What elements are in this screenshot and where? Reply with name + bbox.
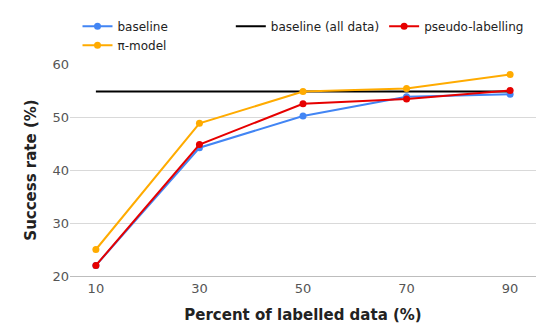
svg-text:20: 20 — [52, 269, 69, 284]
svg-text:baseline: baseline — [118, 20, 168, 34]
svg-text:50: 50 — [52, 110, 69, 125]
svg-text:40: 40 — [52, 163, 69, 178]
svg-text:baseline (all data): baseline (all data) — [271, 20, 379, 34]
svg-text:Percent of labelled data (%): Percent of labelled data (%) — [184, 306, 421, 324]
svg-text:70: 70 — [398, 281, 415, 296]
svg-text:30: 30 — [52, 216, 69, 231]
svg-text:30: 30 — [191, 281, 208, 296]
svg-text:Success rate (%): Success rate (%) — [22, 99, 40, 240]
svg-text:10: 10 — [88, 281, 105, 296]
svg-text:90: 90 — [502, 281, 519, 296]
svg-text:π-model: π-model — [118, 39, 167, 53]
svg-text:50: 50 — [295, 281, 312, 296]
svg-text:pseudo-labelling: pseudo-labelling — [424, 20, 523, 34]
svg-text:60: 60 — [52, 57, 69, 72]
